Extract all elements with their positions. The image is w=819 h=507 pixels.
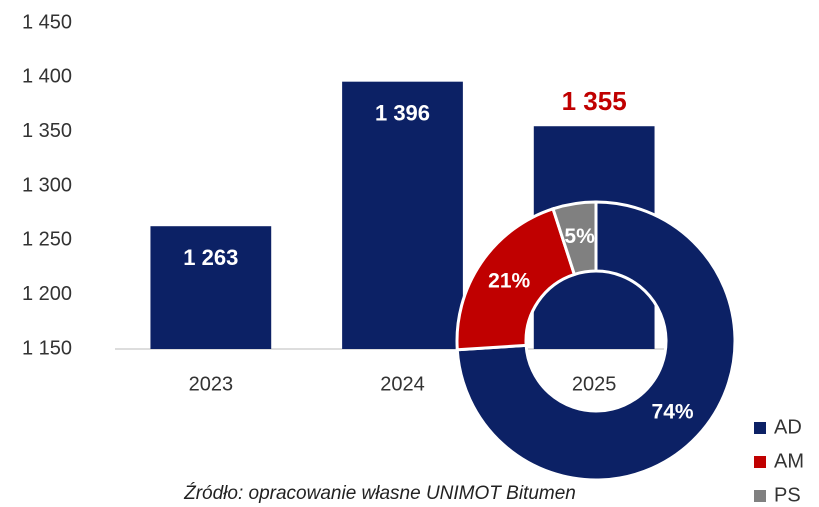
y-tick-label: 1 200 <box>22 283 72 305</box>
source-note: Źródło: opracowanie własne UNIMOT Bitume… <box>183 483 576 504</box>
x-tick-label: 2023 <box>189 373 234 395</box>
data-label: 21% <box>488 270 530 293</box>
x-tick-label: 2025 <box>572 373 617 395</box>
legend-swatch <box>754 490 766 502</box>
data-label: 5% <box>564 225 595 248</box>
legend-label: AD <box>774 416 802 438</box>
bar <box>342 81 463 350</box>
legend-label: PS <box>774 484 801 506</box>
donut-segment <box>551 200 598 277</box>
y-tick-label: 1 300 <box>22 174 72 196</box>
legend-swatch <box>754 456 766 468</box>
donut-segment <box>455 206 577 352</box>
data-label: 1 355 <box>562 86 627 116</box>
y-tick-label: 1 250 <box>22 229 72 251</box>
y-tick-label: 1 450 <box>22 11 72 33</box>
data-label: 1 263 <box>183 245 238 270</box>
y-tick-label: 1 350 <box>22 120 72 142</box>
donut-segment <box>455 200 737 482</box>
bar <box>150 226 272 349</box>
data-label: 1 396 <box>375 100 430 125</box>
legend-swatch <box>754 422 766 434</box>
data-label: 74% <box>652 400 694 423</box>
y-tick-label: 1 150 <box>22 337 72 359</box>
y-tick-label: 1 400 <box>22 66 72 88</box>
legend-label: AM <box>774 450 804 472</box>
x-tick-label: 2024 <box>380 373 425 395</box>
